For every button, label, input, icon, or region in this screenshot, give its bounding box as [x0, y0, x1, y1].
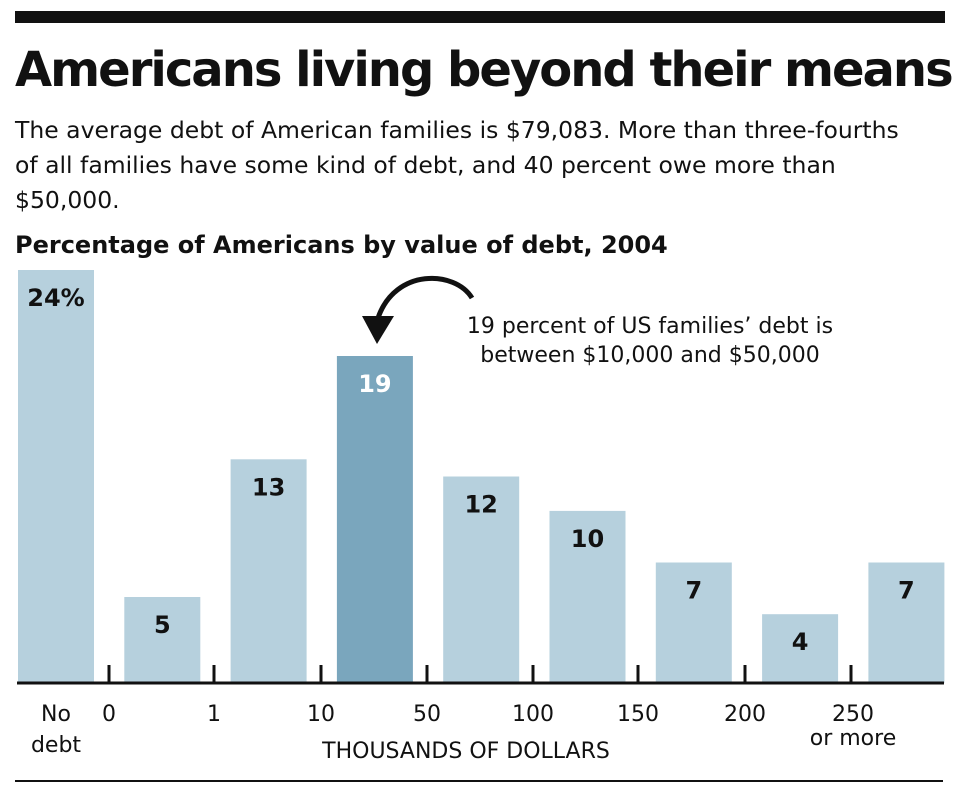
annotation-arrowhead [362, 316, 394, 344]
x-tick-label-3: 1 [207, 702, 221, 727]
bar-4 [336, 356, 413, 683]
x-tick-label-1-line-2: debt [31, 733, 81, 758]
x-tick-label-2: 0 [102, 702, 116, 727]
x-tick-label-5: 50 [413, 702, 441, 727]
top-rule [15, 11, 945, 23]
bar-8 [762, 614, 839, 683]
bar-value-label-8: 4 [792, 628, 809, 656]
page-title: Americans living beyond their means [15, 42, 954, 98]
ticks-layer [107, 665, 853, 683]
subtitle: The average debt of American families is… [15, 116, 899, 214]
x-tick-label-9-line-2: or more [810, 726, 897, 751]
bars-layer [18, 270, 945, 683]
bar-value-label-6: 10 [571, 525, 604, 553]
bar-5 [443, 476, 520, 683]
chart-title: Percentage of Americans by value of debt… [15, 231, 668, 259]
value-labels-layer: 24% 5 13 19 12 10 7 4 7 [27, 284, 914, 656]
bar-value-label-2: 5 [154, 611, 171, 639]
bar-value-label-3: 13 [252, 473, 285, 501]
annotation-arrow [375, 275, 475, 319]
annotation: 19 percent of US families’ debt is betwe… [362, 275, 833, 368]
bottom-rule [15, 780, 943, 782]
x-tick-label-4: 10 [307, 702, 335, 727]
bar-9 [868, 562, 945, 683]
bar-value-label-9: 7 [898, 577, 915, 605]
x-axis-label: THOUSANDS OF DOLLARS [321, 739, 610, 764]
bar-3 [230, 459, 307, 683]
bar-2 [124, 597, 201, 683]
x-tick-label-6: 100 [512, 702, 554, 727]
x-tick-label-8: 200 [724, 702, 766, 727]
x-tick-label-9: 250 [832, 702, 874, 727]
bar-value-label-5: 12 [464, 491, 497, 519]
bar-1 [18, 270, 94, 683]
annotation-line-1: 19 percent of US families’ debt is [467, 314, 833, 339]
bar-7 [655, 562, 732, 683]
bar-value-label-4: 19 [358, 370, 391, 398]
x-tick-label-7: 150 [617, 702, 659, 727]
bar-value-label-1: 24% [27, 284, 84, 312]
annotation-line-2: between $10,000 and $50,000 [480, 343, 819, 368]
bar-6 [549, 510, 626, 683]
x-tick-label-1: No [41, 702, 71, 727]
bar-value-label-7: 7 [685, 577, 702, 605]
